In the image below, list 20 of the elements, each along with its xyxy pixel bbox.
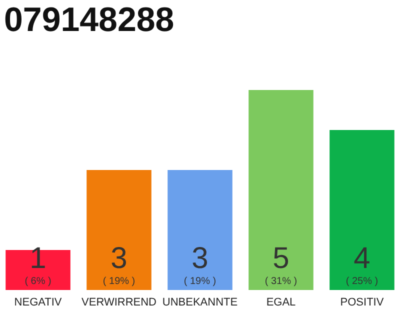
data-label: 5 [272,242,290,275]
bar [86,170,152,290]
x-tick-label: VERWIRREND [82,296,157,308]
data-label: 4 [354,242,370,275]
data-label: 1 [30,242,46,275]
annotation: ( 6% ) [24,276,52,287]
annotation: ( 19% ) [184,276,216,287]
data-label: 3 [192,242,208,275]
chart-title: 079148288 [4,1,174,39]
x-tick-label: POSITIV [340,296,384,308]
annotation: ( 19% ) [102,276,136,287]
annotation: ( 31% ) [264,276,298,287]
annotation: ( 25% ) [346,276,378,287]
x-tick-label: NEGATIV [14,296,62,308]
data-label: 3 [110,242,128,275]
bar [248,90,314,290]
bar [330,130,394,290]
x-tick-label: EGAL [266,296,296,308]
x-tick-label: UNBEKANNTE [162,296,238,308]
bar [168,170,232,290]
